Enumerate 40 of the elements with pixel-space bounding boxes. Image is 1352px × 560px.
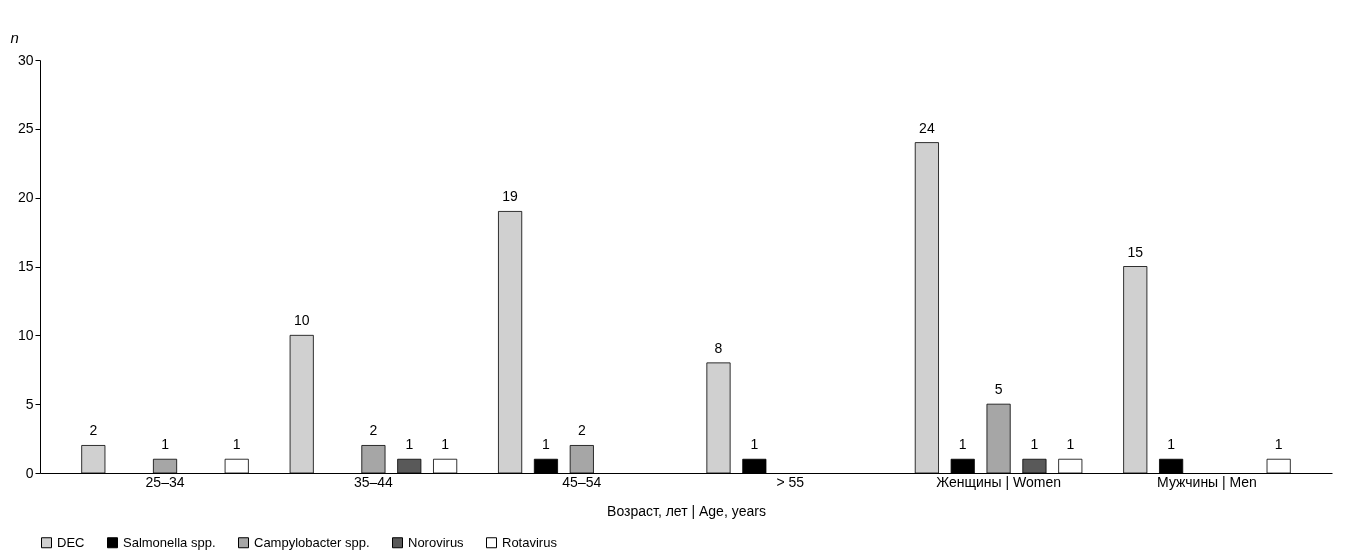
data-label: 1 — [441, 436, 450, 453]
data-label: 15 — [1127, 243, 1144, 260]
x-tick-label: > 55 — [776, 473, 805, 490]
y-tick-label: 25 — [17, 120, 34, 137]
x-tick-label: Мужчины | Men — [1157, 473, 1257, 490]
x-tick-label: 25–34 — [145, 473, 185, 490]
data-label: 1 — [542, 436, 551, 453]
x-tick-label: 35–44 — [353, 473, 394, 490]
data-label: 1 — [232, 436, 241, 453]
legend-label: Norovirus — [408, 534, 465, 550]
y-axis-title: n — [10, 28, 19, 46]
legend-label: Campylobacter spp. — [254, 534, 370, 550]
data-label: 2 — [577, 422, 586, 439]
data-label: 2 — [89, 422, 98, 439]
y-tick-label: 10 — [17, 326, 34, 343]
x-tick-label: Женщины | Women — [936, 473, 1061, 490]
legend-label: Salmonella spp. — [123, 534, 216, 550]
data-label: 19 — [502, 188, 519, 205]
data-label: 1 — [1274, 436, 1283, 453]
x-axis-title: Возраст, лет | Age, years — [607, 502, 766, 519]
data-label: 1 — [958, 436, 967, 453]
y-tick-label: 20 — [17, 189, 34, 206]
data-label: 2 — [369, 422, 378, 439]
y-tick-label: 5 — [25, 395, 34, 412]
legend-label: Rotavirus — [502, 534, 558, 550]
data-label: 5 — [994, 381, 1003, 398]
data-label: 1 — [1030, 436, 1039, 453]
data-label: 1 — [1167, 436, 1176, 453]
data-label: 10 — [293, 312, 310, 329]
x-tick-label: 45–54 — [562, 473, 602, 490]
y-tick-label: 0 — [25, 464, 34, 481]
data-label: 1 — [1066, 436, 1075, 453]
data-label: 24 — [919, 119, 935, 136]
data-label: 1 — [405, 436, 414, 453]
data-label: 8 — [714, 339, 723, 356]
legend-label: DEC — [57, 534, 85, 550]
y-tick-label: 15 — [17, 258, 34, 274]
data-label: 1 — [750, 436, 759, 453]
data-label: 1 — [161, 436, 170, 453]
y-tick-label: 30 — [17, 51, 34, 68]
